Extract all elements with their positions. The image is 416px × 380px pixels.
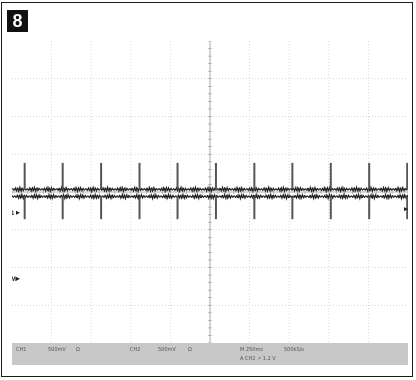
status-readout: M 250ms [240,347,263,353]
trace-line [12,192,408,201]
status-readout: 500mV [48,347,66,353]
figure-frame: 8 1 M CH1 500mV Ω CH2 500mV Ω M 250ms 500kS/s A CH… [1,2,413,377]
level-marker-label: 1 [12,211,15,217]
figure-number-badge: 8 [7,10,28,32]
level-marker-icon [16,276,20,281]
status-bar [12,343,408,365]
status-readout: 500kS/s [284,347,304,353]
trigger-readout: A CH2 ↗ 1.2 V [240,356,276,362]
level-marker-icon [16,210,20,215]
oscilloscope-plot: 1 M CH1 500mV Ω CH2 500mV Ω M 250ms 500kS/s A CH2 … [12,41,408,365]
status-readout: Ω [76,347,80,353]
oscilloscope-display: 1 M CH1 500mV Ω CH2 500mV Ω M 250ms 500kS/s A CH2 … [12,41,408,365]
status-readout: CH2 [130,347,140,353]
status-readout: 500mV [158,347,176,353]
status-readout: Ω [188,347,192,353]
right-edge-marker-icon [404,207,408,212]
trace-line [12,184,408,194]
level-marker-label: M [12,277,16,283]
status-readout: CH1 [16,347,26,353]
